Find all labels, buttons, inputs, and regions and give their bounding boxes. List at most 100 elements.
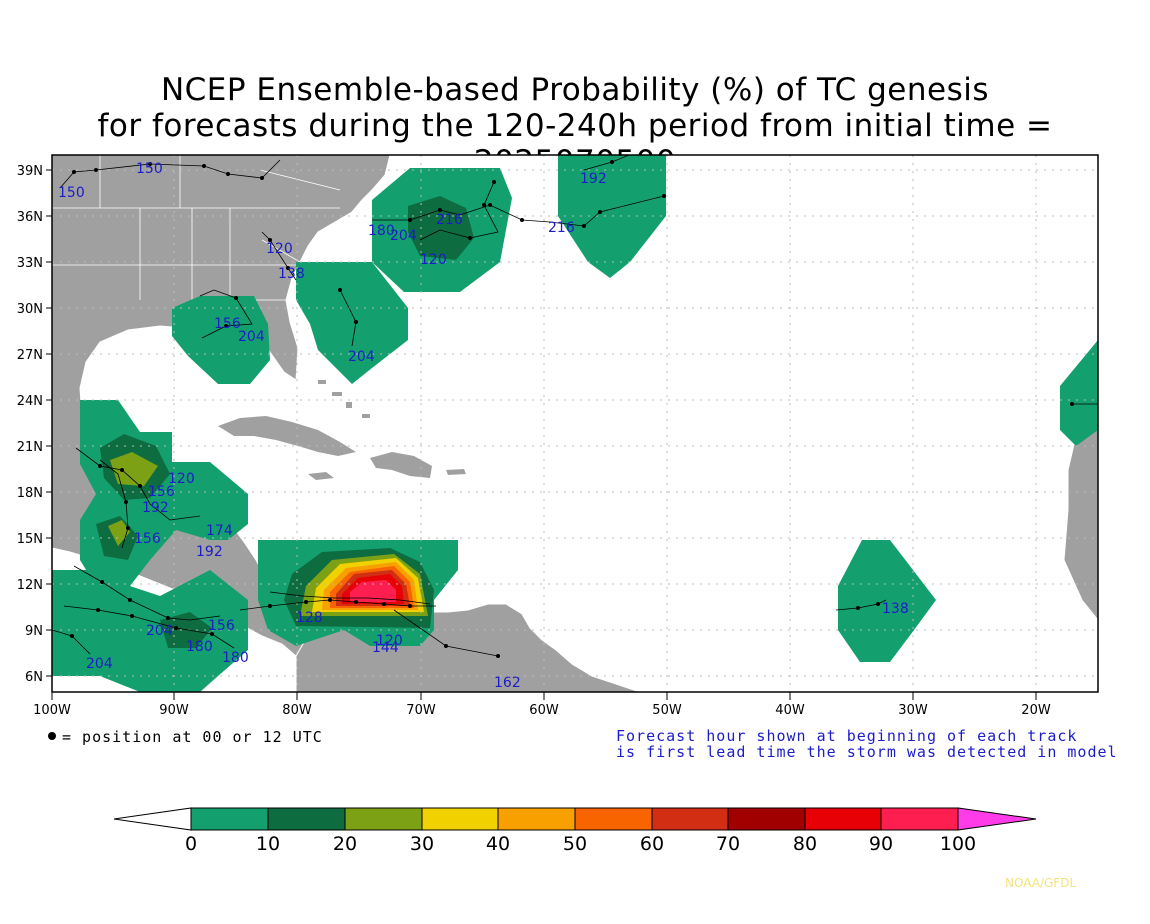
lon-labels: 100W 90W 80W 70W 60W 50W 40W 30W 20W <box>33 703 1051 718</box>
lon-label: 90W <box>159 703 189 718</box>
track-label: 192 <box>196 544 223 560</box>
colorbar-segment <box>422 808 498 830</box>
prob-area-gulf <box>172 296 270 384</box>
track-label: 180 <box>222 650 249 666</box>
prob-area-east-atlantic <box>1060 340 1098 446</box>
track-label: 128 <box>296 610 323 626</box>
track-label: 156 <box>214 316 241 332</box>
colorbar-tick: 100 <box>940 833 976 855</box>
track-label: 156 <box>208 618 235 634</box>
track-label: 204 <box>390 228 417 244</box>
track-label: 120 <box>266 241 293 257</box>
lat-label: 15N <box>17 532 43 547</box>
lat-label: 12N <box>17 578 43 593</box>
lat-label: 6N <box>25 670 43 685</box>
position-legend-text: = position at 00 or 12 UTC <box>62 728 323 746</box>
colorbar-tick: 50 <box>563 833 587 855</box>
lon-label: 100W <box>33 703 71 718</box>
colorbar-segment <box>345 808 422 830</box>
axis-ticks <box>46 169 1037 700</box>
colorbar-tick: 70 <box>716 833 740 855</box>
colorbar-tick: 10 <box>256 833 280 855</box>
forecast-note: Forecast hour shown at beginning of each… <box>616 728 1118 760</box>
land-puerto-rico <box>446 469 466 475</box>
lat-label: 9N <box>25 624 43 639</box>
prob-area-central-atlantic <box>838 540 936 662</box>
track-label: 120 <box>168 471 195 487</box>
track-label: 120 <box>376 633 403 649</box>
track-label: 144 <box>372 640 399 656</box>
lon-label: 60W <box>529 703 559 718</box>
track-label: 216 <box>436 212 463 228</box>
lon-label: 70W <box>406 703 436 718</box>
colorbar-tick: 80 <box>793 833 817 855</box>
track-label: 156 <box>134 531 161 547</box>
colorbar-segment <box>728 808 805 830</box>
colorbar-segment <box>191 808 268 830</box>
position-legend: = position at 00 or 12 UTC <box>46 728 323 746</box>
storm-tracks <box>52 155 1098 657</box>
map-frame <box>51 154 1099 693</box>
colorbar-segment <box>575 808 652 830</box>
lat-label: 33N <box>17 256 43 271</box>
lat-label: 30N <box>17 302 43 317</box>
colorbar-tick: 20 <box>333 833 357 855</box>
lat-label: 39N <box>17 164 43 179</box>
colorbar-tick: 60 <box>640 833 664 855</box>
colorbar-segment <box>652 808 728 830</box>
forecast-note-line-2: is first lead time the storm was detecte… <box>616 743 1118 761</box>
position-dot-icon <box>48 732 56 740</box>
colorbar-tick: 0 <box>185 833 197 855</box>
prob-area-bay-campeche-30 <box>108 520 130 546</box>
colorbar-segment <box>881 808 958 830</box>
title-line-2: for forecasts during the 120-240h period… <box>97 108 1053 180</box>
lon-label: 80W <box>282 703 312 718</box>
prob-area-caribbean-90 <box>350 580 396 602</box>
land-bahamas <box>318 380 370 418</box>
track-label: 180 <box>186 639 213 655</box>
track-label: 216 <box>548 220 575 236</box>
land-hispaniola <box>370 452 432 478</box>
track-label: 192 <box>580 171 607 187</box>
lat-labels: 39N 36N 33N 30N 27N 24N 21N 18N 15N 12N … <box>17 164 43 685</box>
land-cuba <box>218 416 356 456</box>
prob-area-pacific <box>52 570 248 692</box>
prob-area-atlantic-north-core <box>408 196 474 260</box>
lon-label: 20W <box>1021 703 1051 718</box>
land-jamaica <box>308 472 334 480</box>
track-label: 138 <box>278 266 305 282</box>
colorbar-segment <box>805 808 881 830</box>
colorbar-tick: 40 <box>486 833 510 855</box>
track-label: 204 <box>348 349 375 365</box>
map-plot-area: 150 150 192 216 180 204 120 216 120 138 … <box>52 155 1098 692</box>
track-label: 204 <box>86 656 113 672</box>
track-label: 204 <box>238 329 265 345</box>
lon-label: 30W <box>898 703 928 718</box>
lat-label: 18N <box>17 486 43 501</box>
track-label: 192 <box>142 500 169 516</box>
lon-label: 50W <box>652 703 682 718</box>
track-label: 180 <box>368 223 395 239</box>
colorbar-tick: 30 <box>410 833 434 855</box>
lat-label: 24N <box>17 394 43 409</box>
track-positions <box>70 160 1074 658</box>
prob-area-yucatan-30 <box>110 452 158 486</box>
colorbar-segment <box>498 808 575 830</box>
lat-label: 27N <box>17 348 43 363</box>
track-labels: 150 150 192 216 180 204 120 216 120 138 … <box>58 161 909 691</box>
colorbar-ticks: 0 10 20 30 40 50 60 70 80 90 100 <box>185 833 976 855</box>
colorbar-arrow-high <box>957 807 1037 831</box>
title-line-1: NCEP Ensemble-based Probability (%) of T… <box>160 72 990 108</box>
track-label: 120 <box>420 252 447 268</box>
track-label: 138 <box>882 601 909 617</box>
forecast-note-line-1: Forecast hour shown at beginning of each… <box>616 727 1078 745</box>
lon-label: 40W <box>775 703 805 718</box>
track-label: 150 <box>58 185 85 201</box>
track-label: 150 <box>136 161 163 177</box>
lat-label: 36N <box>17 210 43 225</box>
track-label: 156 <box>148 484 175 500</box>
track-label: 162 <box>494 675 521 691</box>
lat-label: 21N <box>17 440 43 455</box>
colorbar-arrow-low <box>113 807 192 831</box>
